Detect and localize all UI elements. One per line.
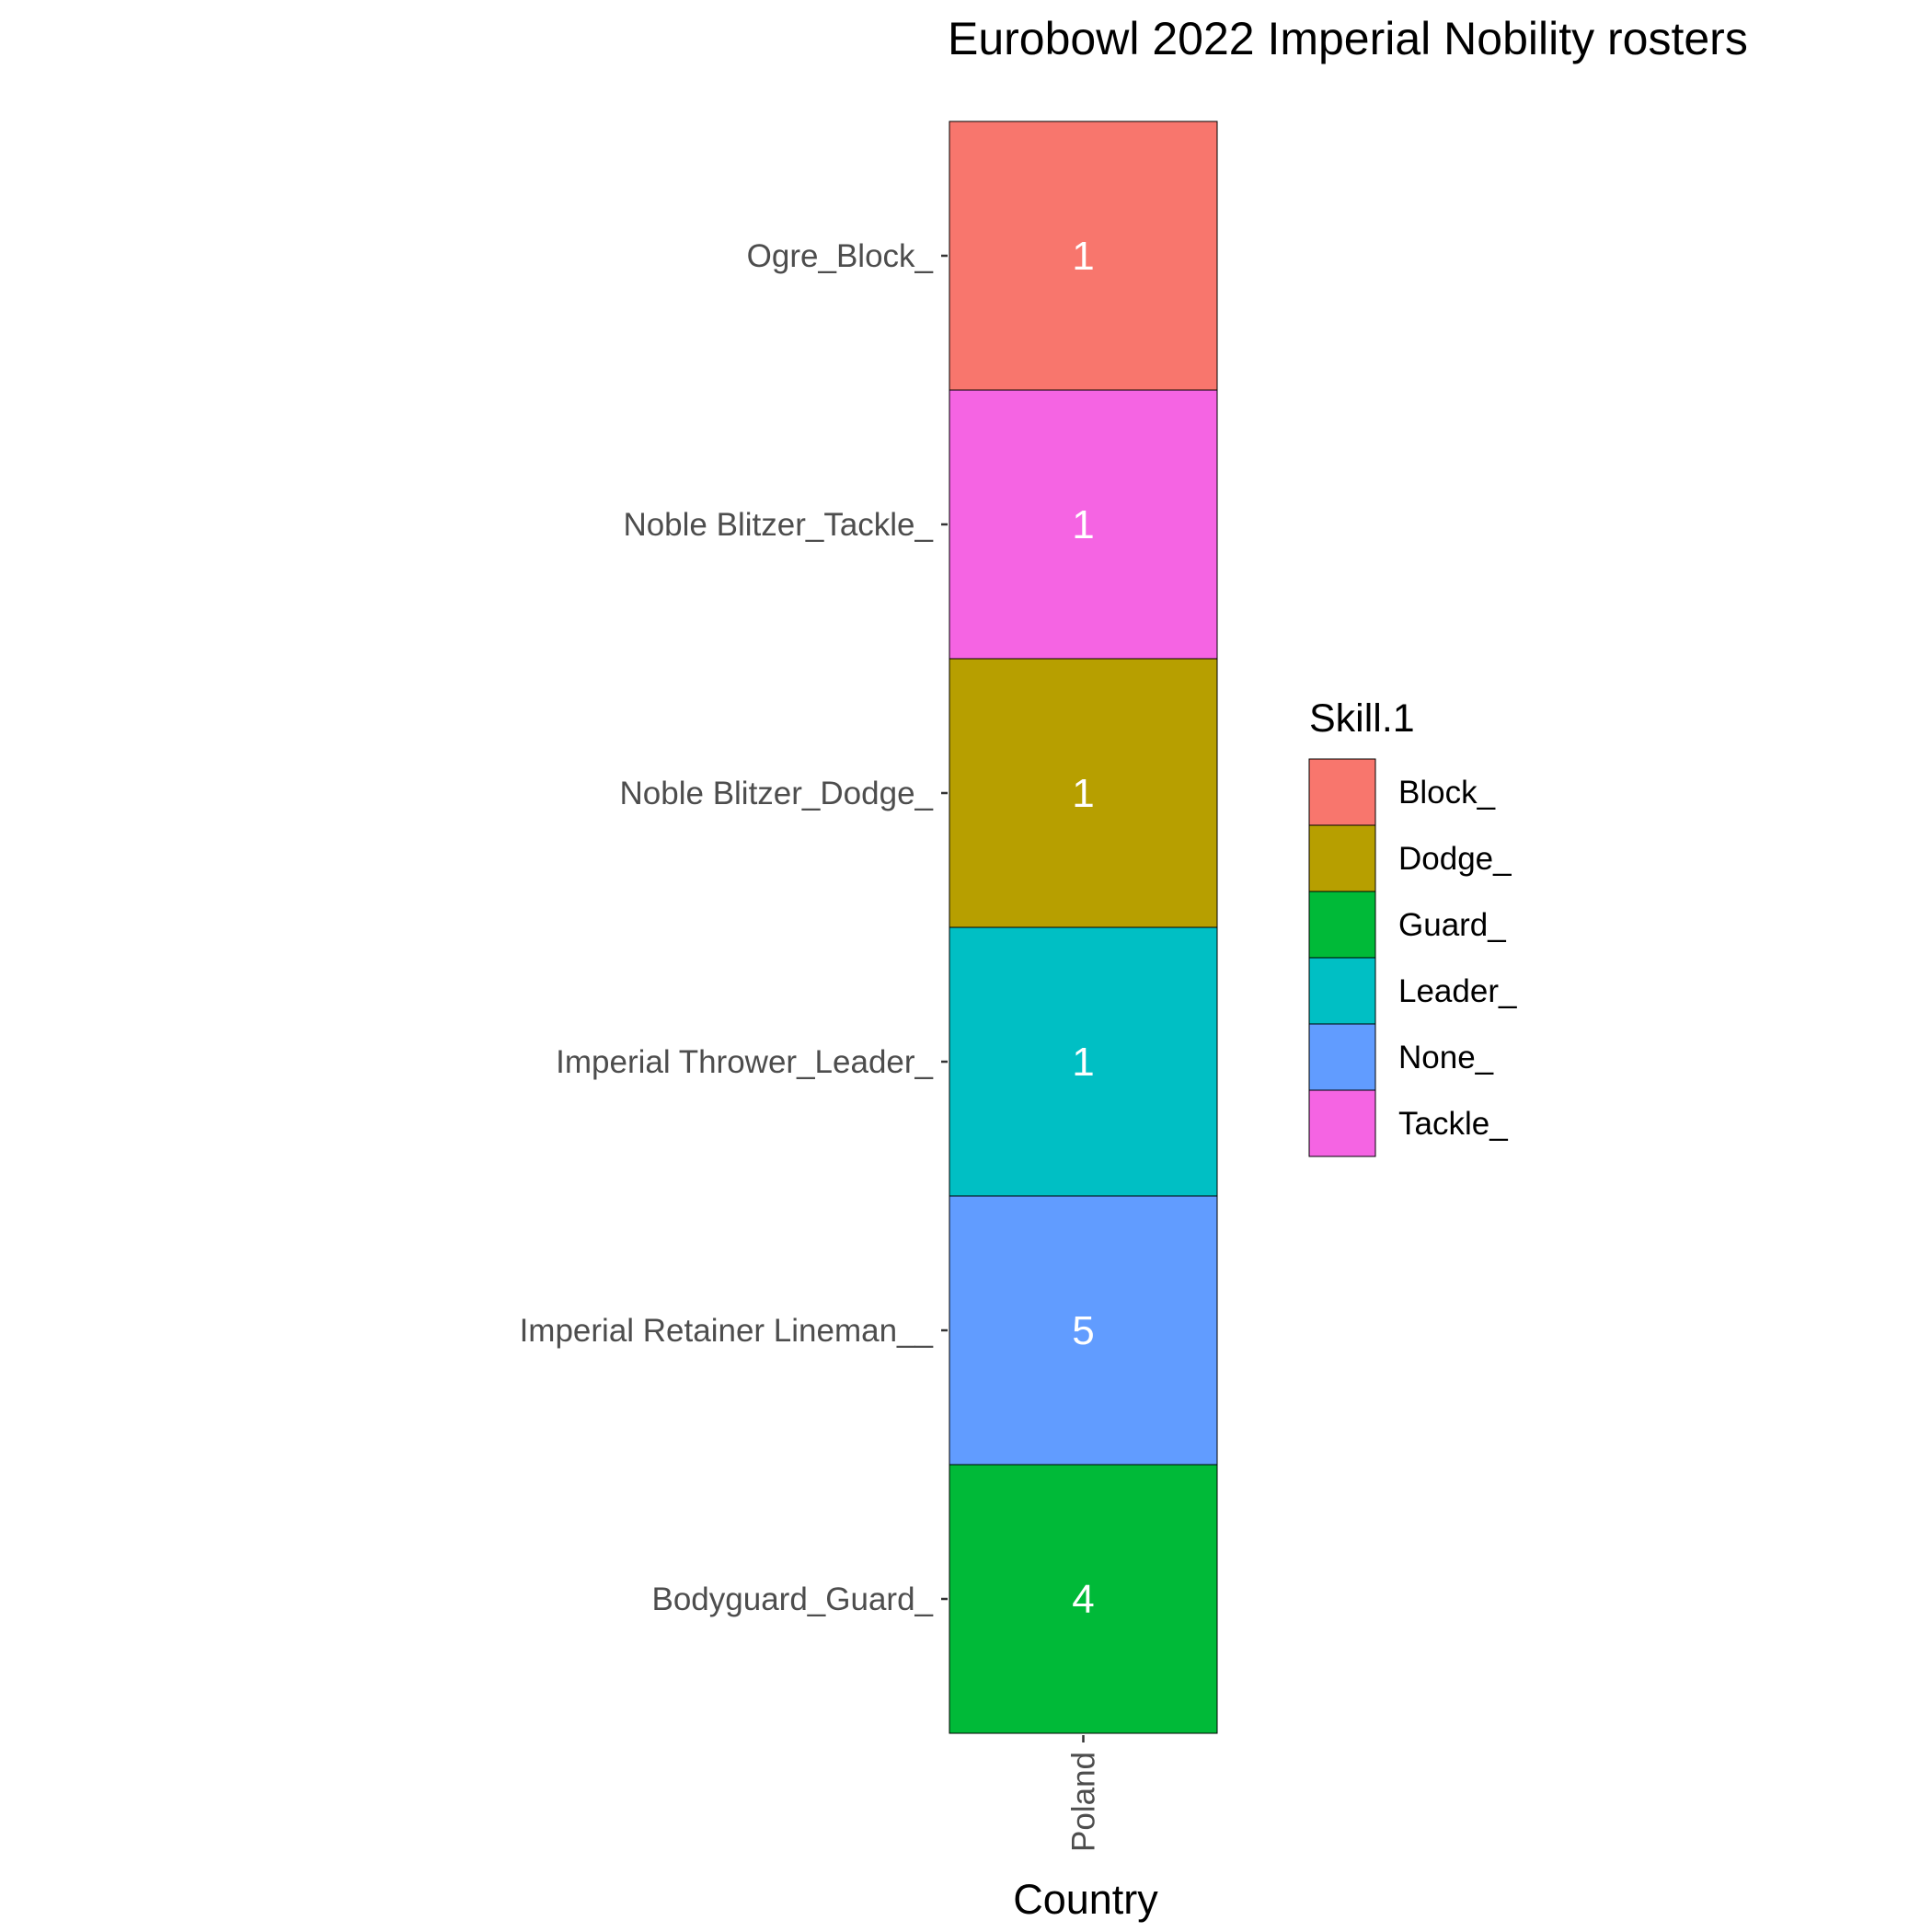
x-tick-label: Poland	[1066, 1752, 1102, 1852]
legend-label: Dodge_	[1398, 841, 1512, 877]
legend-swatch	[1308, 824, 1376, 892]
legend-swatch	[1308, 1023, 1376, 1091]
cell-value-label: 5	[1072, 1308, 1094, 1353]
y-tick-label: Imperial Retainer Lineman__	[520, 1313, 934, 1349]
legend-keys: Block_ Dodge_ Guard_ Leader_ None_ Tackle_	[1308, 758, 1517, 1157]
legend-swatch	[1308, 758, 1376, 826]
cell-value-label: 1	[1072, 1040, 1094, 1085]
y-tick-label: Imperial Thrower_Leader_	[556, 1044, 933, 1080]
legend-label: Tackle_	[1398, 1106, 1508, 1142]
heatmap-cell	[949, 658, 1218, 928]
heatmap-cell	[949, 121, 1218, 391]
heatmap-cell	[949, 389, 1218, 660]
cell-value-label: 1	[1072, 771, 1094, 816]
x-axis: Poland	[1066, 1735, 1102, 1852]
legend: Skill.1 Block_ Dodge_ Guard_ Leader_ None_ Ta…	[1308, 696, 1517, 1157]
plot-area: 1 1 1 1 5 4	[949, 121, 1218, 1734]
chart-title: Eurobowl 2022 Imperial Nobility rosters	[948, 13, 1748, 64]
y-axis: Ogre_Block_ Noble Blitzer_Tackle_ Noble Bl…	[520, 238, 948, 1617]
legend-label: None_	[1398, 1040, 1494, 1075]
x-axis-title: Country	[1013, 1876, 1158, 1923]
cell-value-label: 1	[1072, 234, 1094, 279]
legend-swatch	[1308, 1089, 1376, 1157]
legend-label: Leader_	[1398, 973, 1517, 1009]
cell-value-label: 4	[1072, 1577, 1094, 1622]
y-tick-label: Noble Blitzer_Dodge_	[620, 776, 934, 811]
legend-label: Block_	[1398, 775, 1496, 811]
heatmap-cell	[949, 1464, 1218, 1734]
y-tick-label: Noble Blitzer_Tackle_	[623, 507, 933, 543]
heatmap-cell	[949, 1195, 1218, 1466]
legend-label: Guard_	[1398, 907, 1506, 943]
heatmap-cell	[949, 926, 1218, 1197]
cell-value-label: 1	[1072, 502, 1094, 547]
legend-title: Skill.1	[1309, 696, 1415, 741]
legend-swatch	[1308, 957, 1376, 1025]
legend-swatch	[1308, 891, 1376, 959]
y-tick-label: Bodyguard_Guard_	[652, 1581, 934, 1617]
y-tick-label: Ogre_Block_	[747, 238, 934, 274]
